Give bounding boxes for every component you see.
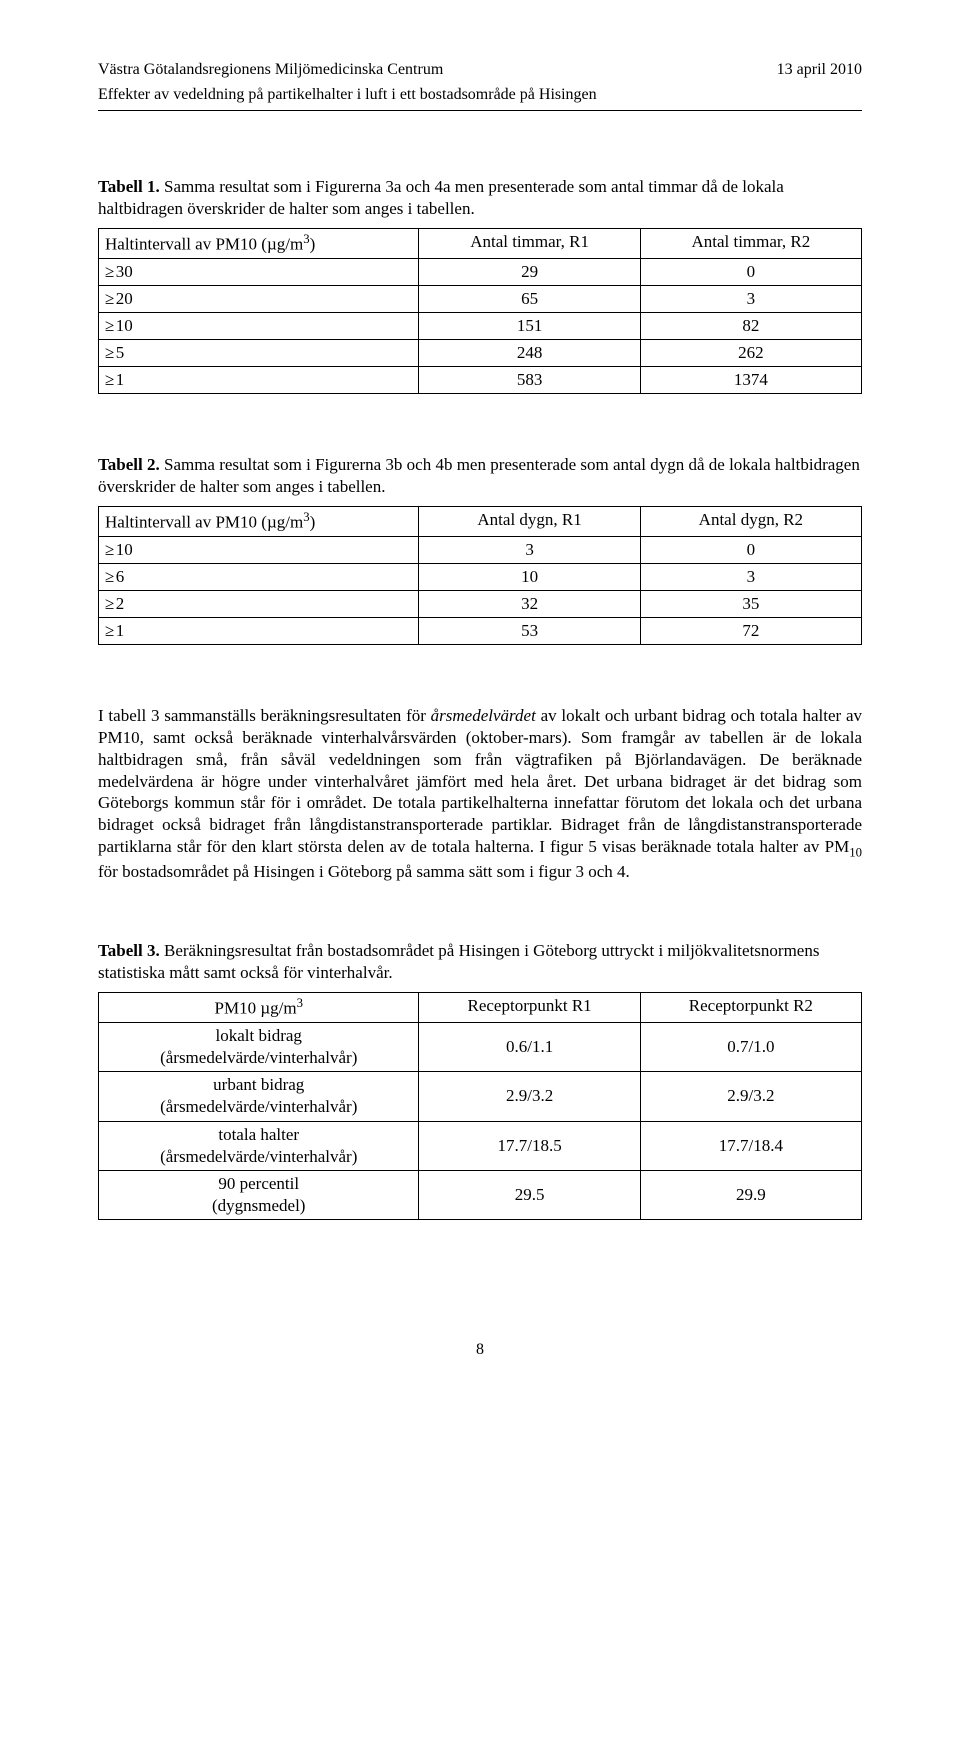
table-row: ≥ 15831374 [99,366,862,393]
table-cell: 3 [640,564,861,591]
table-row: ≥ 1030 [99,536,862,563]
table-cell: 0.7/1.0 [640,1023,861,1072]
table-row: Haltintervall av PM10 (µg/m3) Antal dygn… [99,507,862,537]
table-row: ≥ 1015182 [99,312,862,339]
table1-head-c3: Antal timmar, R2 [640,228,861,258]
table2: Haltintervall av PM10 (µg/m3) Antal dygn… [98,506,862,645]
table-row: ≥ 23235 [99,591,862,618]
table3-head-c2: Receptorpunkt R1 [419,993,640,1023]
table-cell: 29.9 [640,1170,861,1219]
table3: PM10 µg/m3 Receptorpunkt R1 Receptorpunk… [98,992,862,1220]
table3-caption-text: Beräkningsresultat från bostadsområdet p… [98,941,819,982]
table-cell: lokalt bidrag(årsmedelvärde/vinterhalvår… [99,1023,419,1072]
body-post: för bostadsområdet på Hisingen i Götebor… [98,862,630,881]
table-cell: ≥ 10 [99,536,419,563]
table-cell: 35 [640,591,861,618]
table-row: lokalt bidrag(årsmedelvärde/vinterhalvår… [99,1023,862,1072]
table-cell: 248 [419,339,640,366]
t2-h1-pre: Haltintervall av PM10 (µg/m [105,513,303,532]
table-cell: 32 [419,591,640,618]
t2-h1-post: ) [310,513,316,532]
table-cell: 3 [640,285,861,312]
table-cell: 0 [640,536,861,563]
table1-caption-label: Tabell 1. [98,177,160,196]
table-cell: 0 [640,258,861,285]
table3-caption: Tabell 3. Beräkningsresultat från bostad… [98,940,862,984]
table3-caption-label: Tabell 3. [98,941,160,960]
table-row: urbant bidrag(årsmedelvärde/vinterhalvår… [99,1072,862,1121]
t3-h1-pre: PM10 µg/m [215,999,297,1018]
page-number: 8 [98,1340,862,1361]
header-sub: Effekter av vedeldning på partikelhalter… [98,85,862,106]
table-cell: 29.5 [419,1170,640,1219]
table-row: ≥ 6103 [99,564,862,591]
header-rule [98,110,862,111]
table-row: ≥ 15372 [99,618,862,645]
table-cell: 262 [640,339,861,366]
table2-caption-label: Tabell 2. [98,455,160,474]
table-cell: 17.7/18.4 [640,1121,861,1170]
table2-caption-text: Samma resultat som i Figurerna 3b och 4b… [98,455,860,496]
table3-head-c1: PM10 µg/m3 [99,993,419,1023]
table-cell: ≥ 1 [99,618,419,645]
table-cell: 151 [419,312,640,339]
table1-caption: Tabell 1. Samma resultat som i Figurerna… [98,176,862,220]
table-cell: ≥ 5 [99,339,419,366]
table-row: PM10 µg/m3 Receptorpunkt R1 Receptorpunk… [99,993,862,1023]
table-cell: ≥ 1 [99,366,419,393]
table2-caption: Tabell 2. Samma resultat som i Figurerna… [98,454,862,498]
table-cell: urbant bidrag(årsmedelvärde/vinterhalvår… [99,1072,419,1121]
table2-head-c3: Antal dygn, R2 [640,507,861,537]
table-cell: ≥ 20 [99,285,419,312]
body-sub: 10 [849,845,862,859]
body-paragraph: I tabell 3 sammanställs beräkningsresult… [98,705,862,882]
table3-head-c3: Receptorpunkt R2 [640,993,861,1023]
table1-caption-text: Samma resultat som i Figurerna 3a och 4a… [98,177,784,218]
table-cell: totala halter(årsmedelvärde/vinterhalvår… [99,1121,419,1170]
body-pre: I tabell 3 sammanställs beräkningsresult… [98,706,431,725]
table2-head-c2: Antal dygn, R1 [419,507,640,537]
table-row: 90 percentil(dygnsmedel)29.529.9 [99,1170,862,1219]
table-cell: 29 [419,258,640,285]
table1-head-c1: Haltintervall av PM10 (µg/m3) [99,228,419,258]
table-row: ≥ 20653 [99,285,862,312]
table-cell: 17.7/18.5 [419,1121,640,1170]
body-italic: årsmedelvärdet [431,706,536,725]
header-left: Västra Götalandsregionens Miljömedicinsk… [98,60,443,81]
table-row: Haltintervall av PM10 (µg/m3) Antal timm… [99,228,862,258]
table1-head-c2: Antal timmar, R1 [419,228,640,258]
table-cell: 583 [419,366,640,393]
table-cell: 2.9/3.2 [419,1072,640,1121]
table-cell: 2.9/3.2 [640,1072,861,1121]
table-cell: ≥ 2 [99,591,419,618]
page-header: Västra Götalandsregionens Miljömedicinsk… [98,60,862,81]
table-cell: 10 [419,564,640,591]
table-cell: 1374 [640,366,861,393]
body-mid: av lokalt och urbant bidrag och totala h… [98,706,862,856]
table-cell: 0.6/1.1 [419,1023,640,1072]
t1-h1-post: ) [310,234,316,253]
table-cell: 82 [640,312,861,339]
table-cell: 65 [419,285,640,312]
table-cell: 72 [640,618,861,645]
table-cell: 90 percentil(dygnsmedel) [99,1170,419,1219]
t3-h1-sup: 3 [297,996,303,1010]
table-row: totala halter(årsmedelvärde/vinterhalvår… [99,1121,862,1170]
header-right: 13 april 2010 [777,60,862,81]
table-row: ≥ 30290 [99,258,862,285]
table-cell: ≥ 6 [99,564,419,591]
table-cell: ≥ 10 [99,312,419,339]
table-cell: 53 [419,618,640,645]
table1: Haltintervall av PM10 (µg/m3) Antal timm… [98,228,862,394]
t1-h1-pre: Haltintervall av PM10 (µg/m [105,234,303,253]
table2-head-c1: Haltintervall av PM10 (µg/m3) [99,507,419,537]
table-cell: ≥ 30 [99,258,419,285]
table-row: ≥ 5248262 [99,339,862,366]
table-cell: 3 [419,536,640,563]
